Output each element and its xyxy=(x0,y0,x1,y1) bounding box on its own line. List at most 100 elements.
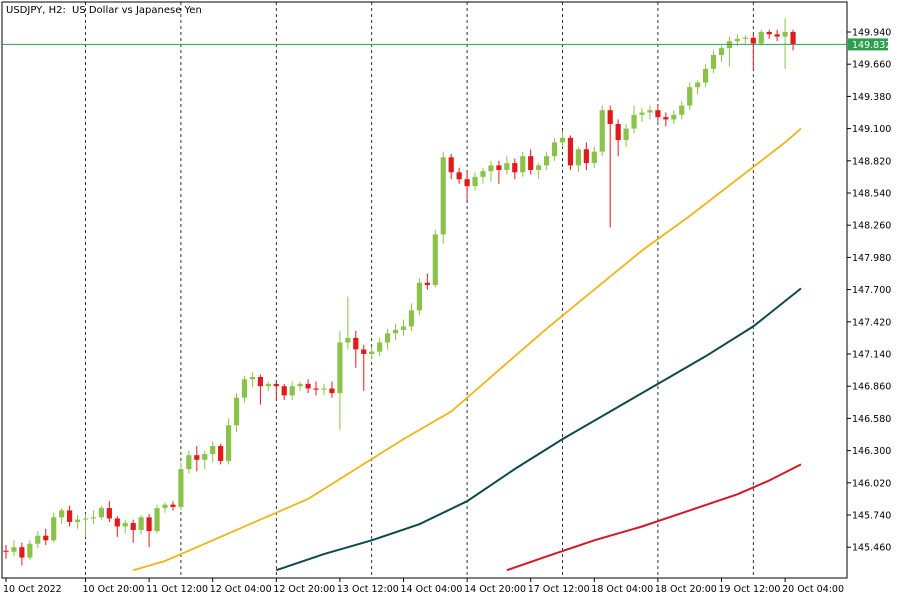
candle-4 xyxy=(35,531,41,549)
candle-43 xyxy=(345,296,351,350)
y-tick-label: 147.420 xyxy=(852,317,891,328)
plot-background xyxy=(1,1,848,579)
candle-body xyxy=(551,142,558,157)
candle-body xyxy=(377,342,383,352)
candle-body xyxy=(11,547,17,552)
candle-61 xyxy=(488,160,494,182)
candle-93 xyxy=(742,35,748,44)
candle-94 xyxy=(750,34,756,69)
candle-body xyxy=(671,114,677,120)
y-tick-label: 147.140 xyxy=(852,350,891,361)
candle-35 xyxy=(281,383,287,400)
candle-19 xyxy=(154,504,160,534)
candle-body xyxy=(472,176,478,187)
candle-body xyxy=(3,550,9,552)
candle-96 xyxy=(766,29,772,39)
candle-0 xyxy=(3,544,9,559)
candle-30 xyxy=(241,375,248,403)
candle-46 xyxy=(369,347,375,359)
y-tick-label: 146.580 xyxy=(852,414,891,425)
candle-body xyxy=(655,110,661,118)
y-tick-label: 146.020 xyxy=(852,478,891,489)
candle-82 xyxy=(655,105,661,122)
candle-52 xyxy=(416,278,422,315)
candle-12 xyxy=(98,505,104,520)
moving-averages xyxy=(132,127,802,572)
x-tick-label: 11 Oct 12:00 xyxy=(146,584,208,595)
candle-68 xyxy=(544,151,550,170)
candle-99 xyxy=(790,29,796,51)
candle-body xyxy=(74,519,81,522)
y-tick-label: 149.660 xyxy=(852,60,891,71)
candle-body xyxy=(281,386,287,396)
candle-74 xyxy=(591,147,597,168)
candle-body xyxy=(750,37,756,44)
ma-mid-line xyxy=(275,287,802,572)
candle-body xyxy=(559,137,566,143)
candle-body xyxy=(528,156,534,170)
candle-27 xyxy=(218,443,224,465)
candle-body xyxy=(321,388,327,390)
candle-body xyxy=(337,342,343,394)
y-tick-label: 148.260 xyxy=(852,221,891,232)
candle-body xyxy=(329,388,335,394)
candle-26 xyxy=(210,441,216,463)
candle-28 xyxy=(226,418,232,465)
candle-body xyxy=(122,523,128,527)
candle-body xyxy=(289,386,295,396)
candle-body xyxy=(194,455,200,460)
candle-body xyxy=(35,535,41,544)
candle-body xyxy=(241,379,248,398)
candle-body xyxy=(758,32,764,44)
candle-22 xyxy=(178,462,184,511)
candle-56 xyxy=(448,153,454,180)
candle-2 xyxy=(19,542,25,566)
x-tick-label: 19 Oct 12:00 xyxy=(719,584,781,595)
chart-description: US Dollar vs Japanese Yen xyxy=(72,5,202,16)
candle-3 xyxy=(27,540,33,560)
candle-60 xyxy=(480,167,486,184)
candle-body xyxy=(59,510,65,518)
x-tick-label: 14 Oct 04:00 xyxy=(401,584,463,595)
candle-31 xyxy=(249,372,256,388)
candle-88 xyxy=(703,64,709,88)
candle-72 xyxy=(575,147,581,173)
y-tick-label: 149.380 xyxy=(852,92,891,103)
candle-78 xyxy=(623,124,629,147)
candle-body xyxy=(273,383,279,387)
x-tick-label: 13 Oct 12:00 xyxy=(337,584,399,595)
candle-body xyxy=(202,454,208,460)
candle-body xyxy=(226,425,232,461)
candle-49 xyxy=(392,324,399,341)
candle-body xyxy=(154,508,160,532)
candle-body xyxy=(496,165,502,170)
candle-body xyxy=(233,397,240,426)
candle-body xyxy=(170,504,176,507)
candle-63 xyxy=(504,156,510,175)
candle-13 xyxy=(106,501,112,522)
candle-body xyxy=(218,446,224,461)
candle-body xyxy=(575,149,581,166)
candle-body xyxy=(369,351,375,354)
candle-76 xyxy=(607,105,613,228)
candle-body xyxy=(639,112,645,115)
candle-5 xyxy=(43,528,49,545)
y-tick-label: 147.700 xyxy=(852,285,891,296)
candle-body xyxy=(19,547,25,558)
x-tick-label: 18 Oct 04:00 xyxy=(591,584,653,595)
candle-20 xyxy=(162,502,168,513)
x-tick-label: 12 Oct 20:00 xyxy=(273,584,335,595)
candle-body xyxy=(710,55,717,69)
candle-body xyxy=(766,32,772,35)
ma-slow-line xyxy=(506,463,802,572)
chart-symbol: USDJPY, H2: xyxy=(6,5,66,16)
candle-40 xyxy=(321,383,327,396)
candle-9 xyxy=(74,515,81,529)
candle-body xyxy=(703,68,709,83)
candle-body xyxy=(599,110,605,152)
candle-85 xyxy=(679,101,685,120)
candle-body xyxy=(400,326,407,330)
candle-body xyxy=(456,172,462,180)
candle-18 xyxy=(146,513,152,548)
candle-body xyxy=(361,349,367,354)
